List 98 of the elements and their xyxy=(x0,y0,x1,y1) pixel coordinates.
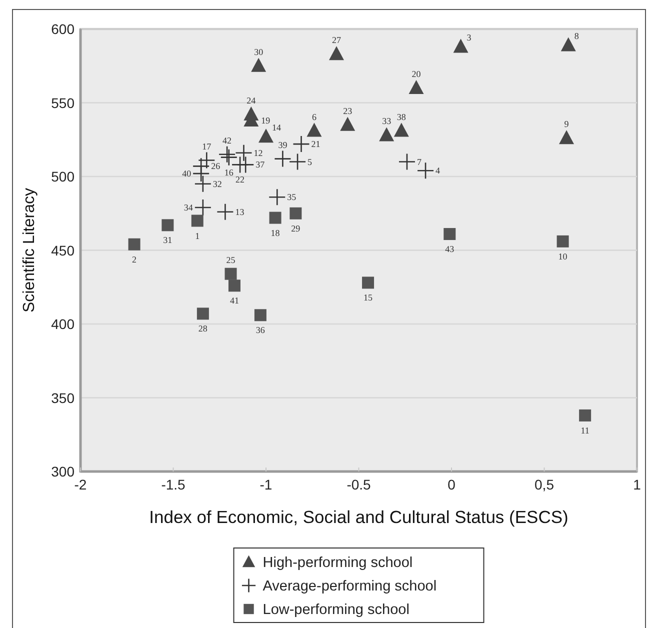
x-tick-label: 1 xyxy=(633,476,642,492)
annotation: 25 xyxy=(226,254,236,265)
point xyxy=(224,268,237,280)
annotation: 34 xyxy=(184,202,194,212)
point xyxy=(306,122,322,137)
point xyxy=(379,127,394,142)
annotation: 17 xyxy=(202,141,212,152)
point xyxy=(228,280,240,292)
annotation: 29 xyxy=(291,223,301,234)
annotation: 7 xyxy=(416,156,422,167)
annotation: 10 xyxy=(558,251,568,262)
annotation: 24 xyxy=(246,96,256,106)
x-axis-title: Index of Economic, Social and Cultural Status (ESCS) xyxy=(149,507,568,527)
point xyxy=(251,58,266,72)
x-tick-label: 0 xyxy=(448,476,456,492)
point xyxy=(236,156,254,174)
point xyxy=(579,409,592,422)
point xyxy=(559,130,574,144)
point xyxy=(218,146,236,164)
annotation: 22 xyxy=(236,174,245,185)
point xyxy=(340,116,356,131)
x-tick-label: -1.5 xyxy=(161,476,186,492)
annotation: 27 xyxy=(332,35,342,46)
point xyxy=(290,207,302,220)
annotation: 16 xyxy=(224,167,234,178)
annotation: 4 xyxy=(436,166,441,176)
annotation: 35 xyxy=(287,192,297,202)
point xyxy=(196,308,209,320)
x-tick-label: -0.5 xyxy=(346,476,372,492)
point xyxy=(328,46,344,60)
annotation: 36 xyxy=(256,325,266,336)
point xyxy=(269,212,282,224)
y-tick-label: 500 xyxy=(51,168,75,184)
annotation: 20 xyxy=(412,69,422,79)
point xyxy=(191,214,204,227)
annotation: 42 xyxy=(222,135,232,146)
point xyxy=(254,309,266,322)
annotation: 23 xyxy=(343,106,353,116)
y-axis-title: Scientific Literacy xyxy=(21,188,38,312)
point xyxy=(444,228,456,240)
annotation: 14 xyxy=(272,122,282,133)
annotation: 41 xyxy=(230,296,239,306)
annotation: 6 xyxy=(312,112,317,122)
point xyxy=(274,150,292,168)
x-tick-label: -2 xyxy=(74,476,87,492)
point xyxy=(162,219,174,232)
point xyxy=(192,164,210,182)
annotation: 39 xyxy=(278,140,288,150)
annotation: 21 xyxy=(311,139,320,150)
point xyxy=(292,135,310,153)
annotation: 28 xyxy=(198,324,208,334)
x-tick-label: -1 xyxy=(260,476,272,492)
annotation: 18 xyxy=(270,228,280,238)
annotation: 3 xyxy=(466,32,472,43)
point xyxy=(288,153,306,170)
annotation: 13 xyxy=(235,206,245,217)
y-tick-label: 400 xyxy=(51,316,75,332)
annotation: 43 xyxy=(445,244,455,254)
point xyxy=(194,175,212,193)
y-tick-label: 600 xyxy=(51,21,75,37)
annotation: 11 xyxy=(580,425,590,436)
point xyxy=(216,203,234,221)
annotation: 37 xyxy=(256,160,266,170)
y-tick-label: 550 xyxy=(51,94,75,111)
annotation: 32 xyxy=(212,178,222,189)
annotation: 30 xyxy=(254,46,264,57)
annotation: 2 xyxy=(132,254,137,264)
annotation: 12 xyxy=(254,148,263,158)
annotation: 40 xyxy=(182,168,192,179)
annotation: 38 xyxy=(396,112,406,122)
point xyxy=(268,188,286,206)
point xyxy=(362,276,374,289)
annotation: 15 xyxy=(364,292,374,303)
point xyxy=(398,153,416,170)
legend-label: Average-performing school xyxy=(262,578,437,594)
x-tick-label: 0,5 xyxy=(534,476,554,492)
point xyxy=(408,80,424,94)
annotation: 1 xyxy=(195,230,200,241)
annotation: 5 xyxy=(308,156,313,167)
annotation: 33 xyxy=(382,116,392,126)
annotation: 8 xyxy=(574,31,580,42)
y-tick-label: 300 xyxy=(51,464,75,480)
y-tick-label: 350 xyxy=(51,390,75,406)
point xyxy=(194,198,212,216)
annotation: 26 xyxy=(211,161,221,172)
point xyxy=(128,238,140,250)
annotation: 19 xyxy=(261,115,271,126)
point xyxy=(258,128,274,143)
point xyxy=(556,235,569,248)
legend-label: High-performing school xyxy=(262,555,413,571)
point xyxy=(235,144,252,162)
legend-label: Low-performing school xyxy=(262,602,410,618)
point xyxy=(453,38,468,53)
point xyxy=(560,37,576,52)
annotation: 31 xyxy=(163,235,172,246)
point xyxy=(394,122,409,137)
y-tick-label: 450 xyxy=(51,242,75,258)
annotation: 9 xyxy=(564,119,570,130)
